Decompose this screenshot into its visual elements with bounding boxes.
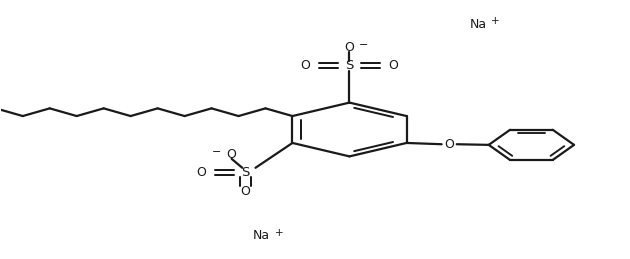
Text: Na: Na [253,229,270,242]
Text: S: S [241,166,249,179]
Text: O: O [345,41,355,54]
Text: Na: Na [469,18,486,31]
Text: O: O [389,59,398,72]
Text: O: O [301,59,311,72]
Text: +: + [491,16,500,26]
Text: O: O [241,185,250,198]
Text: O: O [227,148,236,161]
Text: O: O [197,166,207,179]
Text: −: − [358,40,368,50]
Text: +: + [275,228,284,238]
Text: −: − [212,147,221,157]
Text: S: S [345,59,353,72]
Text: O: O [444,138,454,151]
